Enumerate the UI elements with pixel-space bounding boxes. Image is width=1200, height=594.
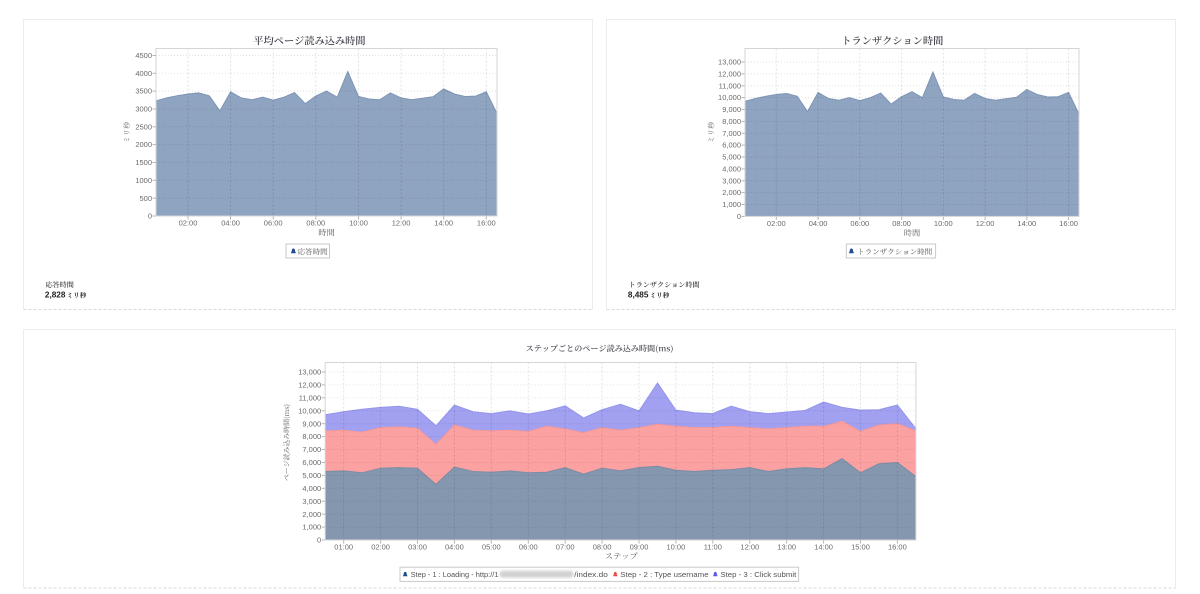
svg-text:10:00: 10:00	[934, 219, 953, 228]
svg-text:06:00: 06:00	[264, 219, 283, 228]
svg-text://1: //1	[490, 570, 498, 579]
svg-text:12:00: 12:00	[740, 543, 759, 552]
svg-text:11,000: 11,000	[299, 393, 321, 402]
svg-text:09:00: 09:00	[630, 543, 649, 552]
svg-text:3500: 3500	[135, 87, 152, 96]
svg-text:8,000: 8,000	[722, 117, 741, 126]
svg-text:02:00: 02:00	[371, 543, 390, 552]
svg-text:10:00: 10:00	[349, 219, 368, 228]
svg-text:16:00: 16:00	[477, 219, 496, 228]
svg-text:04:00: 04:00	[809, 219, 828, 228]
svg-text:10:00: 10:00	[667, 543, 686, 552]
svg-text:02:00: 02:00	[767, 219, 786, 228]
svg-text:Step - 2 : Type username: Step - 2 : Type username	[620, 570, 708, 579]
svg-text:1000: 1000	[135, 176, 152, 185]
svg-text:10,000: 10,000	[298, 406, 321, 415]
svg-text:06:00: 06:00	[519, 543, 538, 552]
svg-text:4500: 4500	[135, 51, 152, 60]
svg-text:1,000: 1,000	[722, 200, 741, 209]
svg-text:4,000: 4,000	[302, 484, 321, 493]
svg-text:/index.do: /index.do	[574, 570, 608, 579]
svg-text:9,000: 9,000	[302, 419, 321, 428]
svg-text:14:00: 14:00	[434, 219, 453, 228]
svg-text:14:00: 14:00	[1017, 219, 1036, 228]
svg-text:7,000: 7,000	[302, 445, 321, 454]
svg-text:1,000: 1,000	[302, 523, 321, 532]
svg-text:13,000: 13,000	[718, 58, 741, 67]
svg-text:04:00: 04:00	[445, 543, 464, 552]
svg-text:13,000: 13,000	[298, 368, 321, 377]
svg-text:2,000: 2,000	[722, 188, 741, 197]
svg-text:11,000: 11,000	[719, 81, 741, 90]
svg-text:05:00: 05:00	[482, 543, 501, 552]
svg-text:5,000: 5,000	[302, 471, 321, 480]
svg-text:6,000: 6,000	[302, 458, 321, 467]
svg-text:6,000: 6,000	[722, 141, 741, 150]
svg-text:3,000: 3,000	[302, 497, 321, 506]
svg-text:4,000: 4,000	[722, 165, 741, 174]
svg-text:15:00: 15:00	[851, 543, 870, 552]
svg-text:16:00: 16:00	[888, 543, 907, 552]
svg-text:07:00: 07:00	[556, 543, 575, 552]
svg-text:9,000: 9,000	[722, 105, 741, 114]
svg-text:0: 0	[148, 212, 152, 221]
svg-text:03:00: 03:00	[408, 543, 427, 552]
svg-text:12:00: 12:00	[976, 219, 995, 228]
svg-text:08:00: 08:00	[892, 219, 911, 228]
svg-text:06:00: 06:00	[850, 219, 869, 228]
svg-text:2,828: 2,828	[45, 291, 66, 300]
svg-text:2000: 2000	[135, 140, 152, 149]
svg-text:3000: 3000	[135, 105, 152, 114]
svg-text:13:00: 13:00	[777, 543, 796, 552]
svg-text:0: 0	[317, 536, 321, 545]
svg-text:02:00: 02:00	[179, 219, 198, 228]
svg-text:8,485: 8,485	[628, 291, 649, 300]
svg-text:7,000: 7,000	[722, 129, 741, 138]
svg-text:04:00: 04:00	[221, 219, 240, 228]
svg-text:12,000: 12,000	[298, 381, 321, 390]
svg-text:4000: 4000	[135, 69, 152, 78]
svg-text:14:00: 14:00	[814, 543, 833, 552]
svg-text:Step - 3 : Click submit: Step - 3 : Click submit	[720, 570, 797, 579]
svg-text:2,000: 2,000	[302, 510, 321, 519]
svg-text:01:00: 01:00	[334, 543, 353, 552]
svg-text:2500: 2500	[135, 122, 152, 131]
svg-text:10,000: 10,000	[718, 93, 741, 102]
svg-text:1500: 1500	[135, 158, 152, 167]
svg-text:5,000: 5,000	[722, 153, 741, 162]
svg-text:8,000: 8,000	[302, 432, 321, 441]
svg-text:12,000: 12,000	[718, 70, 741, 79]
svg-text:500: 500	[139, 194, 152, 203]
svg-text:08:00: 08:00	[593, 543, 612, 552]
svg-text:08:00: 08:00	[306, 219, 325, 228]
svg-text:16:00: 16:00	[1059, 219, 1078, 228]
svg-text:0: 0	[737, 212, 741, 221]
svg-text:3,000: 3,000	[722, 176, 741, 185]
svg-text:Step - 1 : Loading - http:: Step - 1 : Loading - http:	[411, 570, 491, 579]
svg-text:11:00: 11:00	[704, 543, 722, 552]
svg-text:12:00: 12:00	[392, 219, 411, 228]
